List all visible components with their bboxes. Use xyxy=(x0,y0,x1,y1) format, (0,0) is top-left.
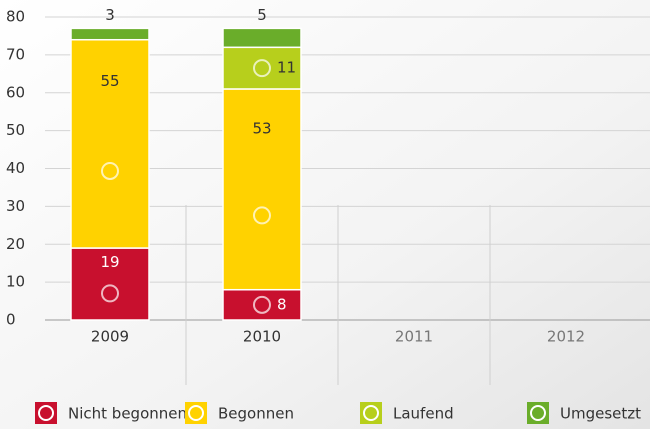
value-label: 8 xyxy=(277,295,287,313)
y-tick-label: 50 xyxy=(6,121,25,139)
y-tick-label: 40 xyxy=(6,159,25,177)
x-tick-label: 2009 xyxy=(91,328,129,346)
bar-segment xyxy=(222,27,302,49)
y-tick-label: 70 xyxy=(6,45,25,63)
legend-icon xyxy=(363,405,379,421)
x-tick-label: 2012 xyxy=(547,328,585,346)
y-tick-label: 20 xyxy=(6,235,25,253)
legend-label: Umgesetzt xyxy=(560,405,641,423)
value-label: 55 xyxy=(100,72,119,90)
x-tick-label: 2010 xyxy=(243,328,281,346)
bar-segment xyxy=(70,27,150,41)
bar-segment xyxy=(222,288,302,321)
value-label: 11 xyxy=(277,59,296,77)
value-label: 3 xyxy=(105,6,115,24)
value-label: 5 xyxy=(257,6,267,24)
bar-segment xyxy=(70,247,150,321)
segment-icon xyxy=(253,206,271,225)
y-tick-label: 0 xyxy=(6,311,16,329)
legend-icon xyxy=(188,405,204,421)
segment-icon xyxy=(253,59,271,78)
legend-label: Nicht begonnen xyxy=(68,405,187,423)
legend-icon xyxy=(38,405,54,421)
y-tick-label: 80 xyxy=(6,8,25,26)
y-tick-label: 10 xyxy=(6,273,25,291)
y-tick-label: 30 xyxy=(6,197,25,215)
value-label: 53 xyxy=(252,120,271,138)
x-tick-label: 2011 xyxy=(395,328,433,346)
legend-icon xyxy=(530,405,546,421)
segment-icon xyxy=(253,295,271,314)
bar-segment xyxy=(222,46,302,90)
segment-icon xyxy=(101,284,119,303)
value-label: 19 xyxy=(100,253,119,271)
legend-label: Laufend xyxy=(393,405,454,423)
legend-label: Begonnen xyxy=(218,405,294,423)
bar-segment xyxy=(222,88,302,291)
y-tick-label: 60 xyxy=(6,83,25,101)
segment-icon xyxy=(101,161,119,180)
